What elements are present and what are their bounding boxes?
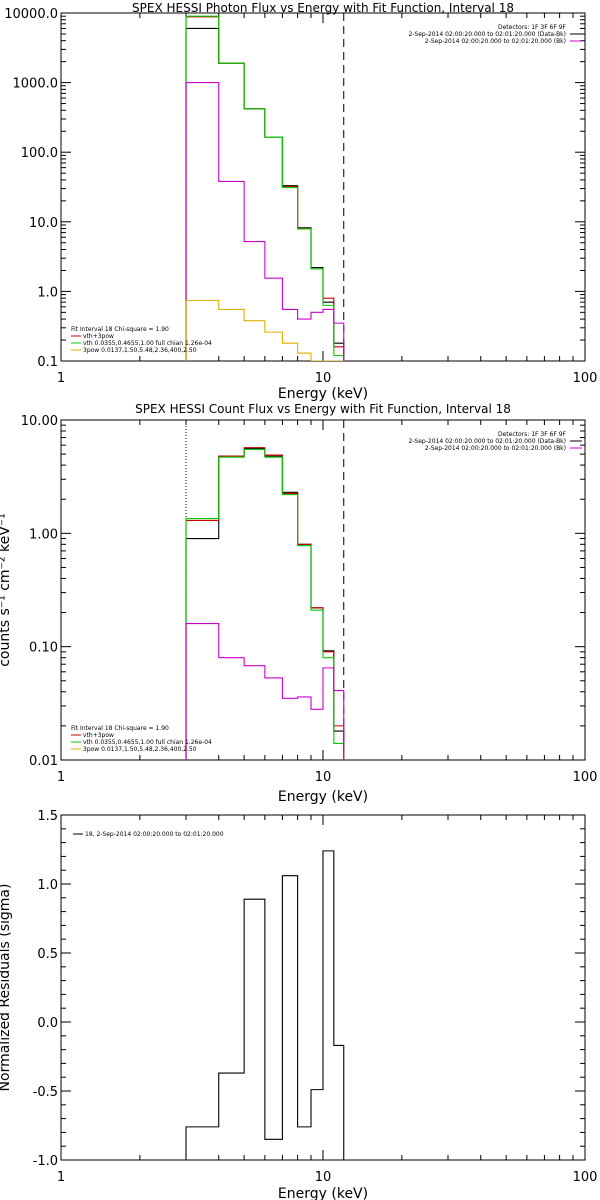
x-tick-label: 1 — [57, 1170, 65, 1185]
y-tick-label: 10.00 — [21, 414, 58, 429]
x-tick-label: 100 — [573, 371, 598, 386]
legend-label: Detectors: 1F 3F 6F 9F — [498, 431, 567, 438]
y-tick-label: -0.5 — [33, 1085, 58, 1100]
legend-label: 3pow 0.0137,1.50,5.48,2.36,400,2.50 — [83, 746, 197, 753]
x-tick-label: 100 — [573, 770, 598, 785]
y-tick-label: 0.10 — [29, 641, 58, 656]
legend-label: 2-Sep-2014 02:00:20.000 to 02:01:20.000 … — [408, 31, 566, 38]
x-tick-label: 1 — [57, 371, 65, 386]
x-axis-label: Energy (keV) — [278, 789, 368, 805]
y-tick-label: 0.1 — [37, 355, 58, 370]
chart-panel-3: 1 10 100 -1.0 -0.5 0.0 0.5 1.0 1.5 Energy (keV) No… — [0, 809, 597, 1200]
y-tick-label: -1.0 — [33, 1154, 58, 1169]
x-axis-label: Energy (keV) — [278, 386, 368, 402]
series-line-4 — [185, 82, 345, 361]
series-line-2 — [185, 447, 345, 760]
x-tick-label: 10 — [315, 770, 332, 785]
x-tick-label: 100 — [573, 1170, 598, 1185]
x-axis-label: Energy (keV) — [278, 1186, 368, 1200]
legend-label: vth+3pow — [83, 333, 114, 340]
y-tick-label: 0.01 — [29, 754, 58, 769]
series-line-1 — [185, 850, 345, 1160]
series-line-3 — [185, 15, 345, 361]
x-tick-label: 10 — [315, 1170, 332, 1185]
chart-title: SPEX HESSI Photon Flux vs Energy with Fi… — [132, 1, 514, 15]
y-axis-label: Normalized Residuals (sigma) — [0, 884, 13, 1092]
data-series-group — [185, 447, 345, 760]
y-tick-label: 0.0 — [37, 1016, 58, 1031]
legend-label: 3pow 0.0137,1.50,5.48,2.36,400,2.50 — [83, 347, 197, 354]
chart-panel-2: 1 10 100 0.01 0.10 1.00 10.00 SPEX HESSI Count … — [0, 402, 597, 805]
y-tick-label: 10000.0 — [4, 7, 58, 22]
legend-label: 2-Sep-2014 02:00:20.000 to 02:01:20.000 … — [425, 445, 566, 452]
x-tick-label: 10 — [315, 371, 332, 386]
legend-label: vth 0.0355,0.4655,1.00 full chian 1.26e-… — [83, 739, 212, 746]
data-series-group — [185, 15, 345, 361]
series-line-3 — [185, 448, 345, 760]
y-tick-label: 1000.0 — [13, 77, 59, 92]
legend-label: Fit Interval 18 Chi-square = 1.90 — [71, 725, 169, 732]
series-line-1 — [185, 27, 345, 361]
chart-panel-1: 1 10 100 0.1 1.0 10.0 100.0 1000.0 10000.0 SPEX H… — [4, 1, 597, 402]
y-tick-label: 1.0 — [37, 285, 58, 300]
legend-label: Fit Interval 18 Chi-square = 1.90 — [71, 326, 169, 333]
legend-label: 2-Sep-2014 02:00:20.000 to 02:01:20.000 … — [408, 438, 566, 445]
data-series-group — [185, 850, 345, 1160]
y-tick-label: 1.5 — [37, 809, 58, 824]
y-tick-label: 1.00 — [29, 527, 58, 542]
y-tick-label: 0.5 — [37, 947, 58, 962]
plot-frame — [60, 12, 586, 362]
y-axis-label: counts s⁻¹ cm⁻² keV⁻¹ — [0, 513, 13, 667]
y-tick-label: 10.0 — [29, 216, 58, 231]
x-tick-label: 1 — [57, 770, 65, 785]
legend-label: 18, 2-Sep-2014 02:00:20.000 to 02:01:20.… — [85, 831, 224, 838]
legend-label: vth 0.0355,0.4655,1.00 full chian 1.26e-… — [83, 340, 212, 347]
series-line-5 — [185, 299, 344, 361]
legend-label: 2-Sep-2014 02:00:20.000 to 02:01:20.000 … — [425, 38, 566, 45]
series-line-1 — [185, 447, 345, 760]
y-tick-label: 1.0 — [37, 878, 58, 893]
series-line-4 — [185, 622, 345, 760]
legend-label: vth+3pow — [83, 732, 114, 739]
y-tick-label: 100.0 — [21, 146, 58, 161]
series-line-2 — [185, 16, 345, 361]
legend-label: Detectors: 1F 3F 6F 9F — [498, 24, 567, 31]
chart-title: SPEX HESSI Count Flux vs Energy with Fit… — [135, 402, 511, 416]
